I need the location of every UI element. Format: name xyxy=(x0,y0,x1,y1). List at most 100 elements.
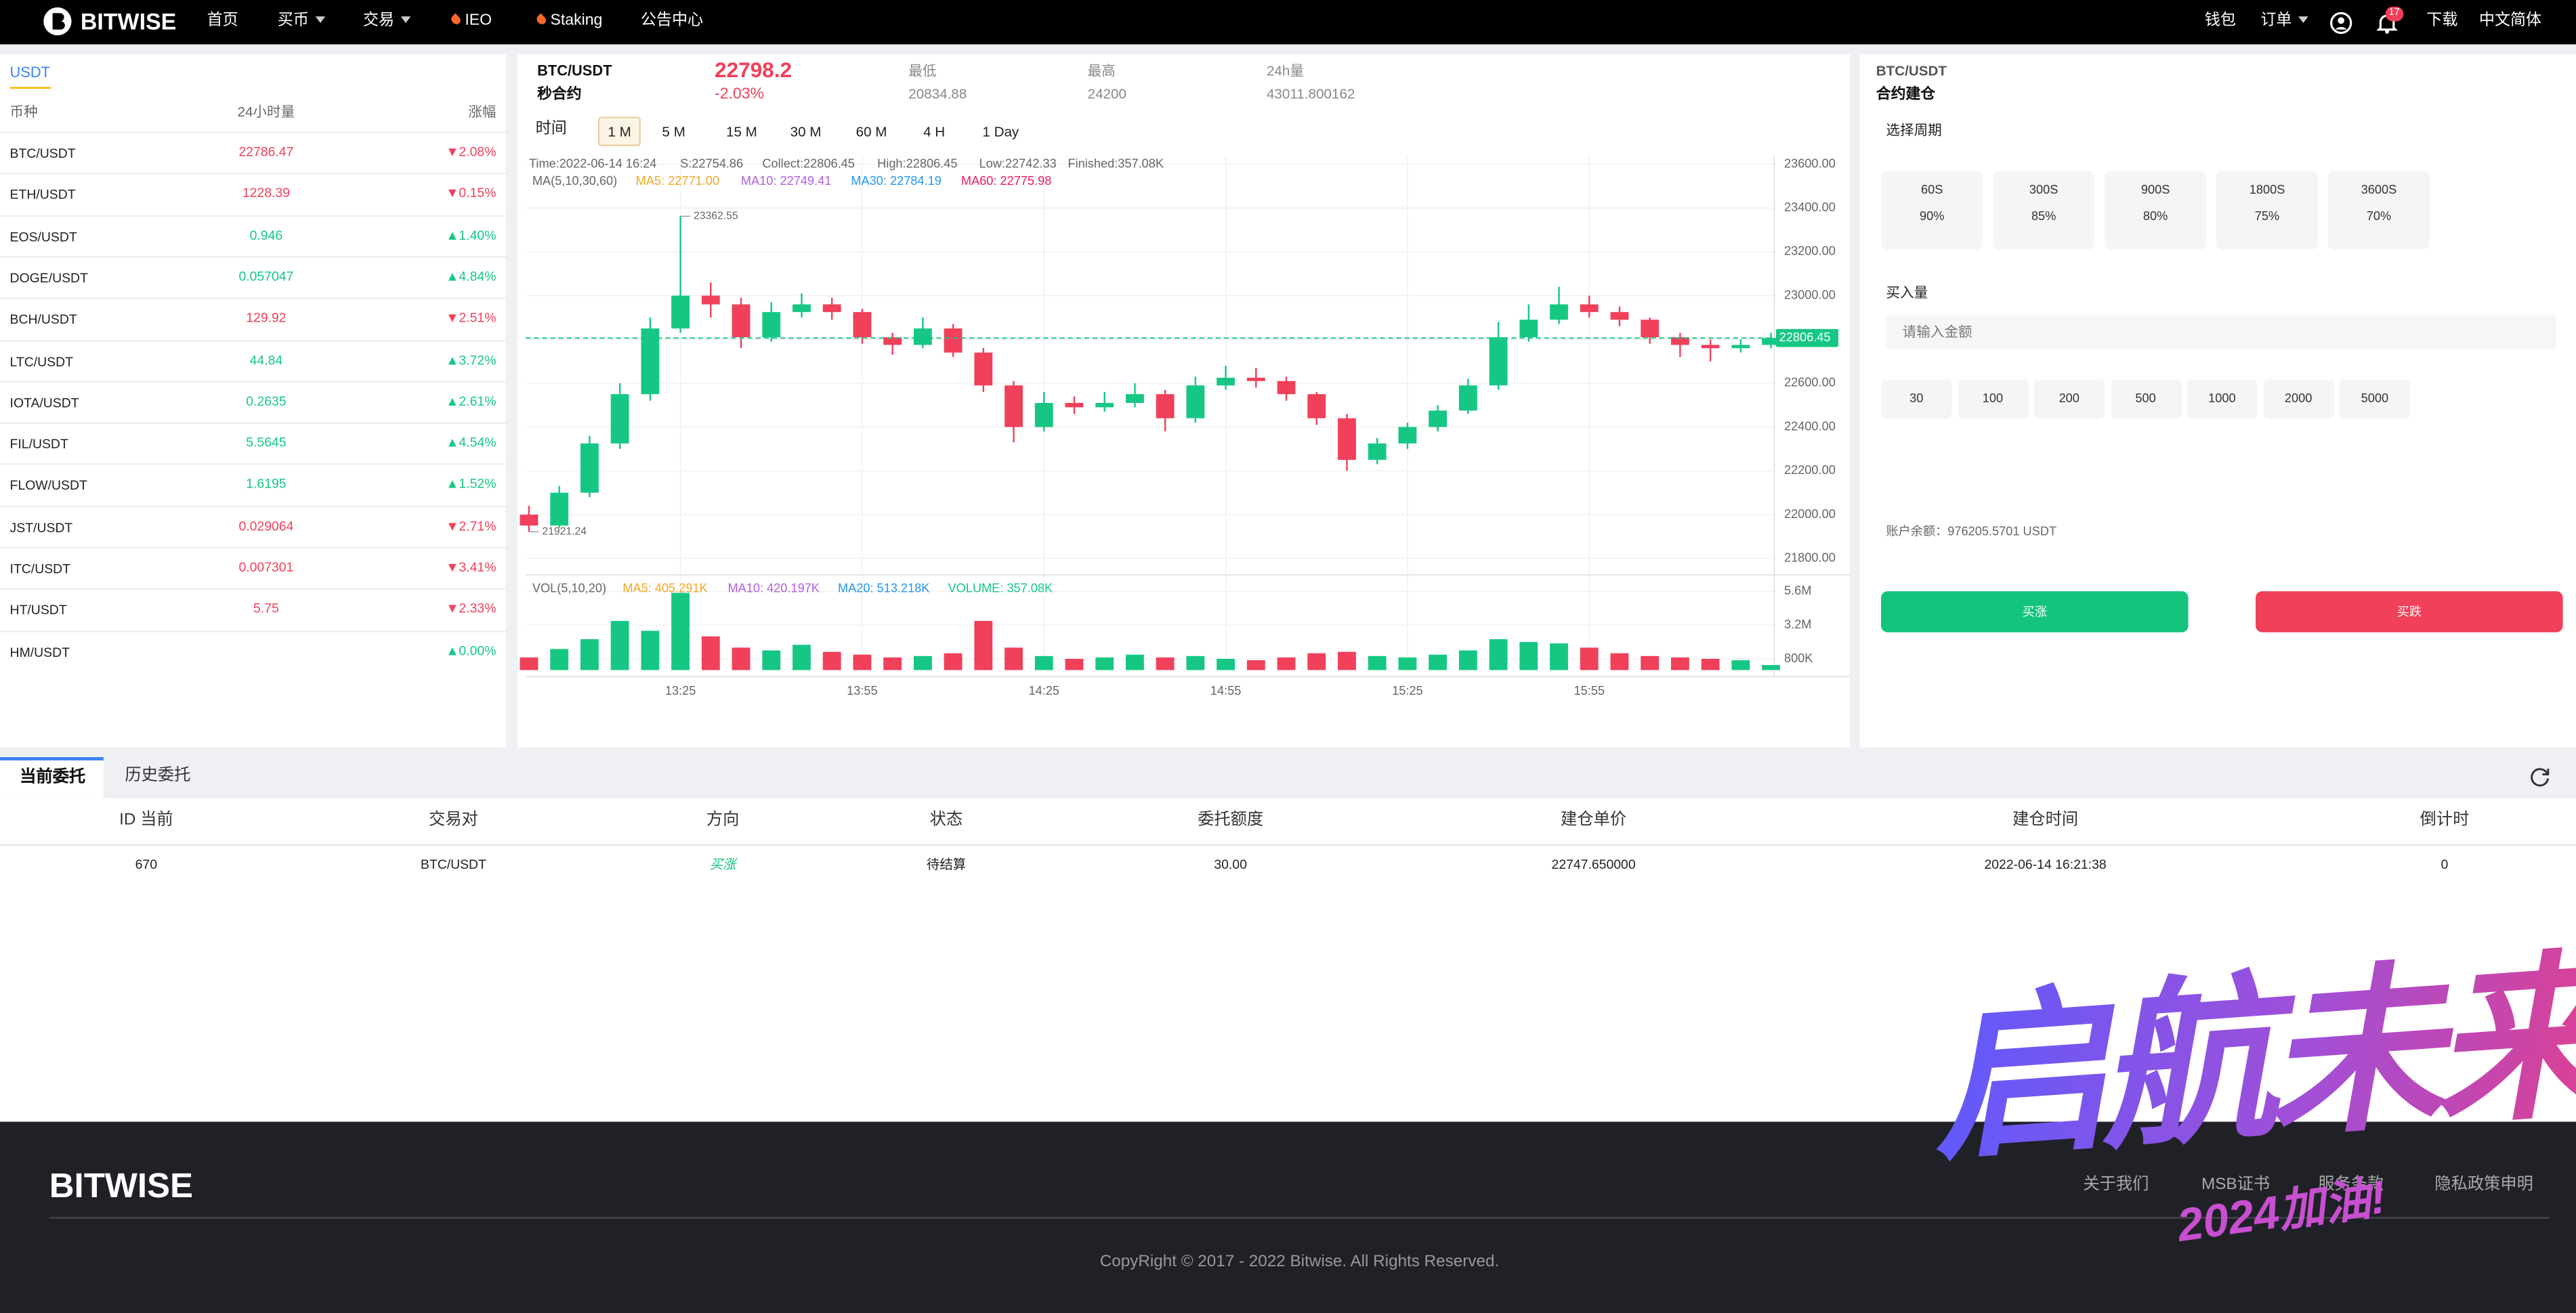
interval-option[interactable]: 60 M xyxy=(856,123,887,140)
market-tab[interactable]: USDT xyxy=(9,61,50,89)
interval-option[interactable]: 1 Day xyxy=(982,123,1019,140)
nav-right-item[interactable]: 钱包 xyxy=(2204,11,2236,30)
volume-bar xyxy=(1125,654,1144,670)
nav-item[interactable]: 交易 xyxy=(363,10,411,33)
pair[interactable]: FLOW/USDT xyxy=(9,478,87,494)
change: ▲0.00% xyxy=(446,643,497,658)
pair[interactable]: HM/USDT xyxy=(9,645,70,660)
x-tick-label: 13:25 xyxy=(665,684,696,697)
volume-bar xyxy=(701,636,720,670)
nav-right-item[interactable]: 中文简体 xyxy=(2478,11,2542,30)
footer-link[interactable]: 关于我们 xyxy=(2083,1176,2149,1194)
pair[interactable]: ETH/USDT xyxy=(9,188,76,203)
volume-bar xyxy=(1034,655,1053,670)
pair[interactable]: DOGE/USDT xyxy=(9,270,88,286)
pair[interactable]: LTC/USDT xyxy=(9,353,74,369)
interval-option[interactable]: 5 M xyxy=(662,123,685,140)
nav-item[interactable]: Staking xyxy=(534,10,602,33)
change: ▼3.41% xyxy=(446,560,497,575)
footer-link[interactable]: MSB证书 xyxy=(2201,1176,2271,1194)
column-header: 倒计时 xyxy=(2420,811,2470,830)
amount-button[interactable] xyxy=(2033,379,2105,419)
amount-button[interactable] xyxy=(2110,379,2181,419)
market-header: 币种 xyxy=(9,103,38,121)
interval-label: 时间 xyxy=(535,120,567,138)
footer-link[interactable]: 隐私政策申明 xyxy=(2434,1176,2533,1194)
vol-legend: VOLUME: 357.08K xyxy=(948,581,1053,595)
candle-body xyxy=(793,304,811,312)
amount-button[interactable] xyxy=(2187,379,2258,419)
row-divider xyxy=(0,214,507,217)
interval-option[interactable]: 15 M xyxy=(726,123,757,140)
refresh-icon[interactable] xyxy=(2529,765,2552,788)
candle-body xyxy=(1701,345,1720,349)
buy-up-button[interactable] xyxy=(1881,591,2189,632)
pair[interactable]: ITC/USDT xyxy=(9,561,71,577)
candle-body xyxy=(732,304,751,338)
period-card[interactable] xyxy=(2327,171,2430,250)
period-card[interactable] xyxy=(1881,171,1983,250)
interval-option[interactable]: 1 M xyxy=(597,116,641,146)
orders-tab[interactable]: 当前委托 xyxy=(20,769,86,787)
x-tick-label: 14:55 xyxy=(1210,684,1242,697)
amount-input[interactable] xyxy=(1886,315,2556,350)
nav-item[interactable]: 买币 xyxy=(278,10,326,33)
pair[interactable]: IOTA/USDT xyxy=(9,395,79,410)
row-divider xyxy=(0,588,507,590)
interval-option[interactable]: 4 H xyxy=(923,123,946,140)
buy-down-button[interactable] xyxy=(2256,591,2563,632)
volume: 5.5645 xyxy=(246,435,287,450)
footer-link[interactable]: 服务条款 xyxy=(2318,1176,2384,1194)
volume-bar xyxy=(671,593,690,670)
amount-button[interactable] xyxy=(2262,379,2334,419)
footer-divider xyxy=(49,1217,2550,1219)
period-card[interactable] xyxy=(1992,171,2095,250)
volume-bar xyxy=(1550,643,1568,670)
vol-legend: MA20: 513.218K xyxy=(838,581,930,595)
volume-bar xyxy=(853,654,872,670)
ma-legend: MA10: 22749.41 xyxy=(741,174,831,188)
market-header: 24小时量 xyxy=(237,103,295,121)
amount-button[interactable] xyxy=(1957,379,2029,419)
candle-body xyxy=(1307,394,1326,418)
pair[interactable]: BCH/USDT xyxy=(9,312,77,328)
volume-bar xyxy=(1095,657,1114,670)
candle-body xyxy=(1489,337,1508,386)
y-tick-label: 22200.00 xyxy=(1784,463,1836,477)
nav-item[interactable]: IEO xyxy=(449,10,492,33)
user-icon[interactable] xyxy=(2329,12,2352,35)
candle-body xyxy=(701,295,720,305)
interval-option[interactable]: 30 M xyxy=(790,123,822,140)
nav-item[interactable]: 首页 xyxy=(207,11,238,30)
vol-tick-label: 5.6M xyxy=(1784,584,1811,597)
pair[interactable]: JST/USDT xyxy=(9,520,73,535)
stat-value: 43011.800162 xyxy=(1266,85,1355,102)
volume-bar xyxy=(822,651,841,670)
volume-bar xyxy=(1610,653,1629,670)
candle-body xyxy=(1095,403,1114,408)
volume-bar xyxy=(1731,660,1750,670)
row-divider xyxy=(0,630,507,632)
fire-icon xyxy=(449,14,463,27)
volume-bar xyxy=(732,647,751,670)
volume-bar xyxy=(762,650,781,670)
pair[interactable]: EOS/USDT xyxy=(9,229,77,244)
nav-right-item[interactable]: 订单 xyxy=(2260,10,2308,33)
period-card[interactable] xyxy=(2216,171,2319,250)
orders-panel xyxy=(0,757,2576,1122)
period-rate: 90% xyxy=(1920,209,1945,223)
pair[interactable]: BTC/USDT xyxy=(9,146,76,161)
period-card[interactable] xyxy=(2104,171,2207,250)
logo-text: BITWISE xyxy=(80,8,177,35)
amount-button[interactable] xyxy=(1881,379,1952,419)
nav-right-item[interactable]: 下载 xyxy=(2426,11,2458,30)
nav-item[interactable]: 公告中心 xyxy=(640,11,704,30)
y-tick-label: 23600.00 xyxy=(1784,156,1836,170)
volume: 0.946 xyxy=(249,228,283,242)
volume-bar xyxy=(913,655,932,670)
amount-button[interactable] xyxy=(2339,379,2411,419)
pair[interactable]: FIL/USDT xyxy=(9,437,68,452)
pair[interactable]: HT/USDT xyxy=(9,603,67,618)
orders-tab[interactable]: 历史委托 xyxy=(125,767,191,785)
